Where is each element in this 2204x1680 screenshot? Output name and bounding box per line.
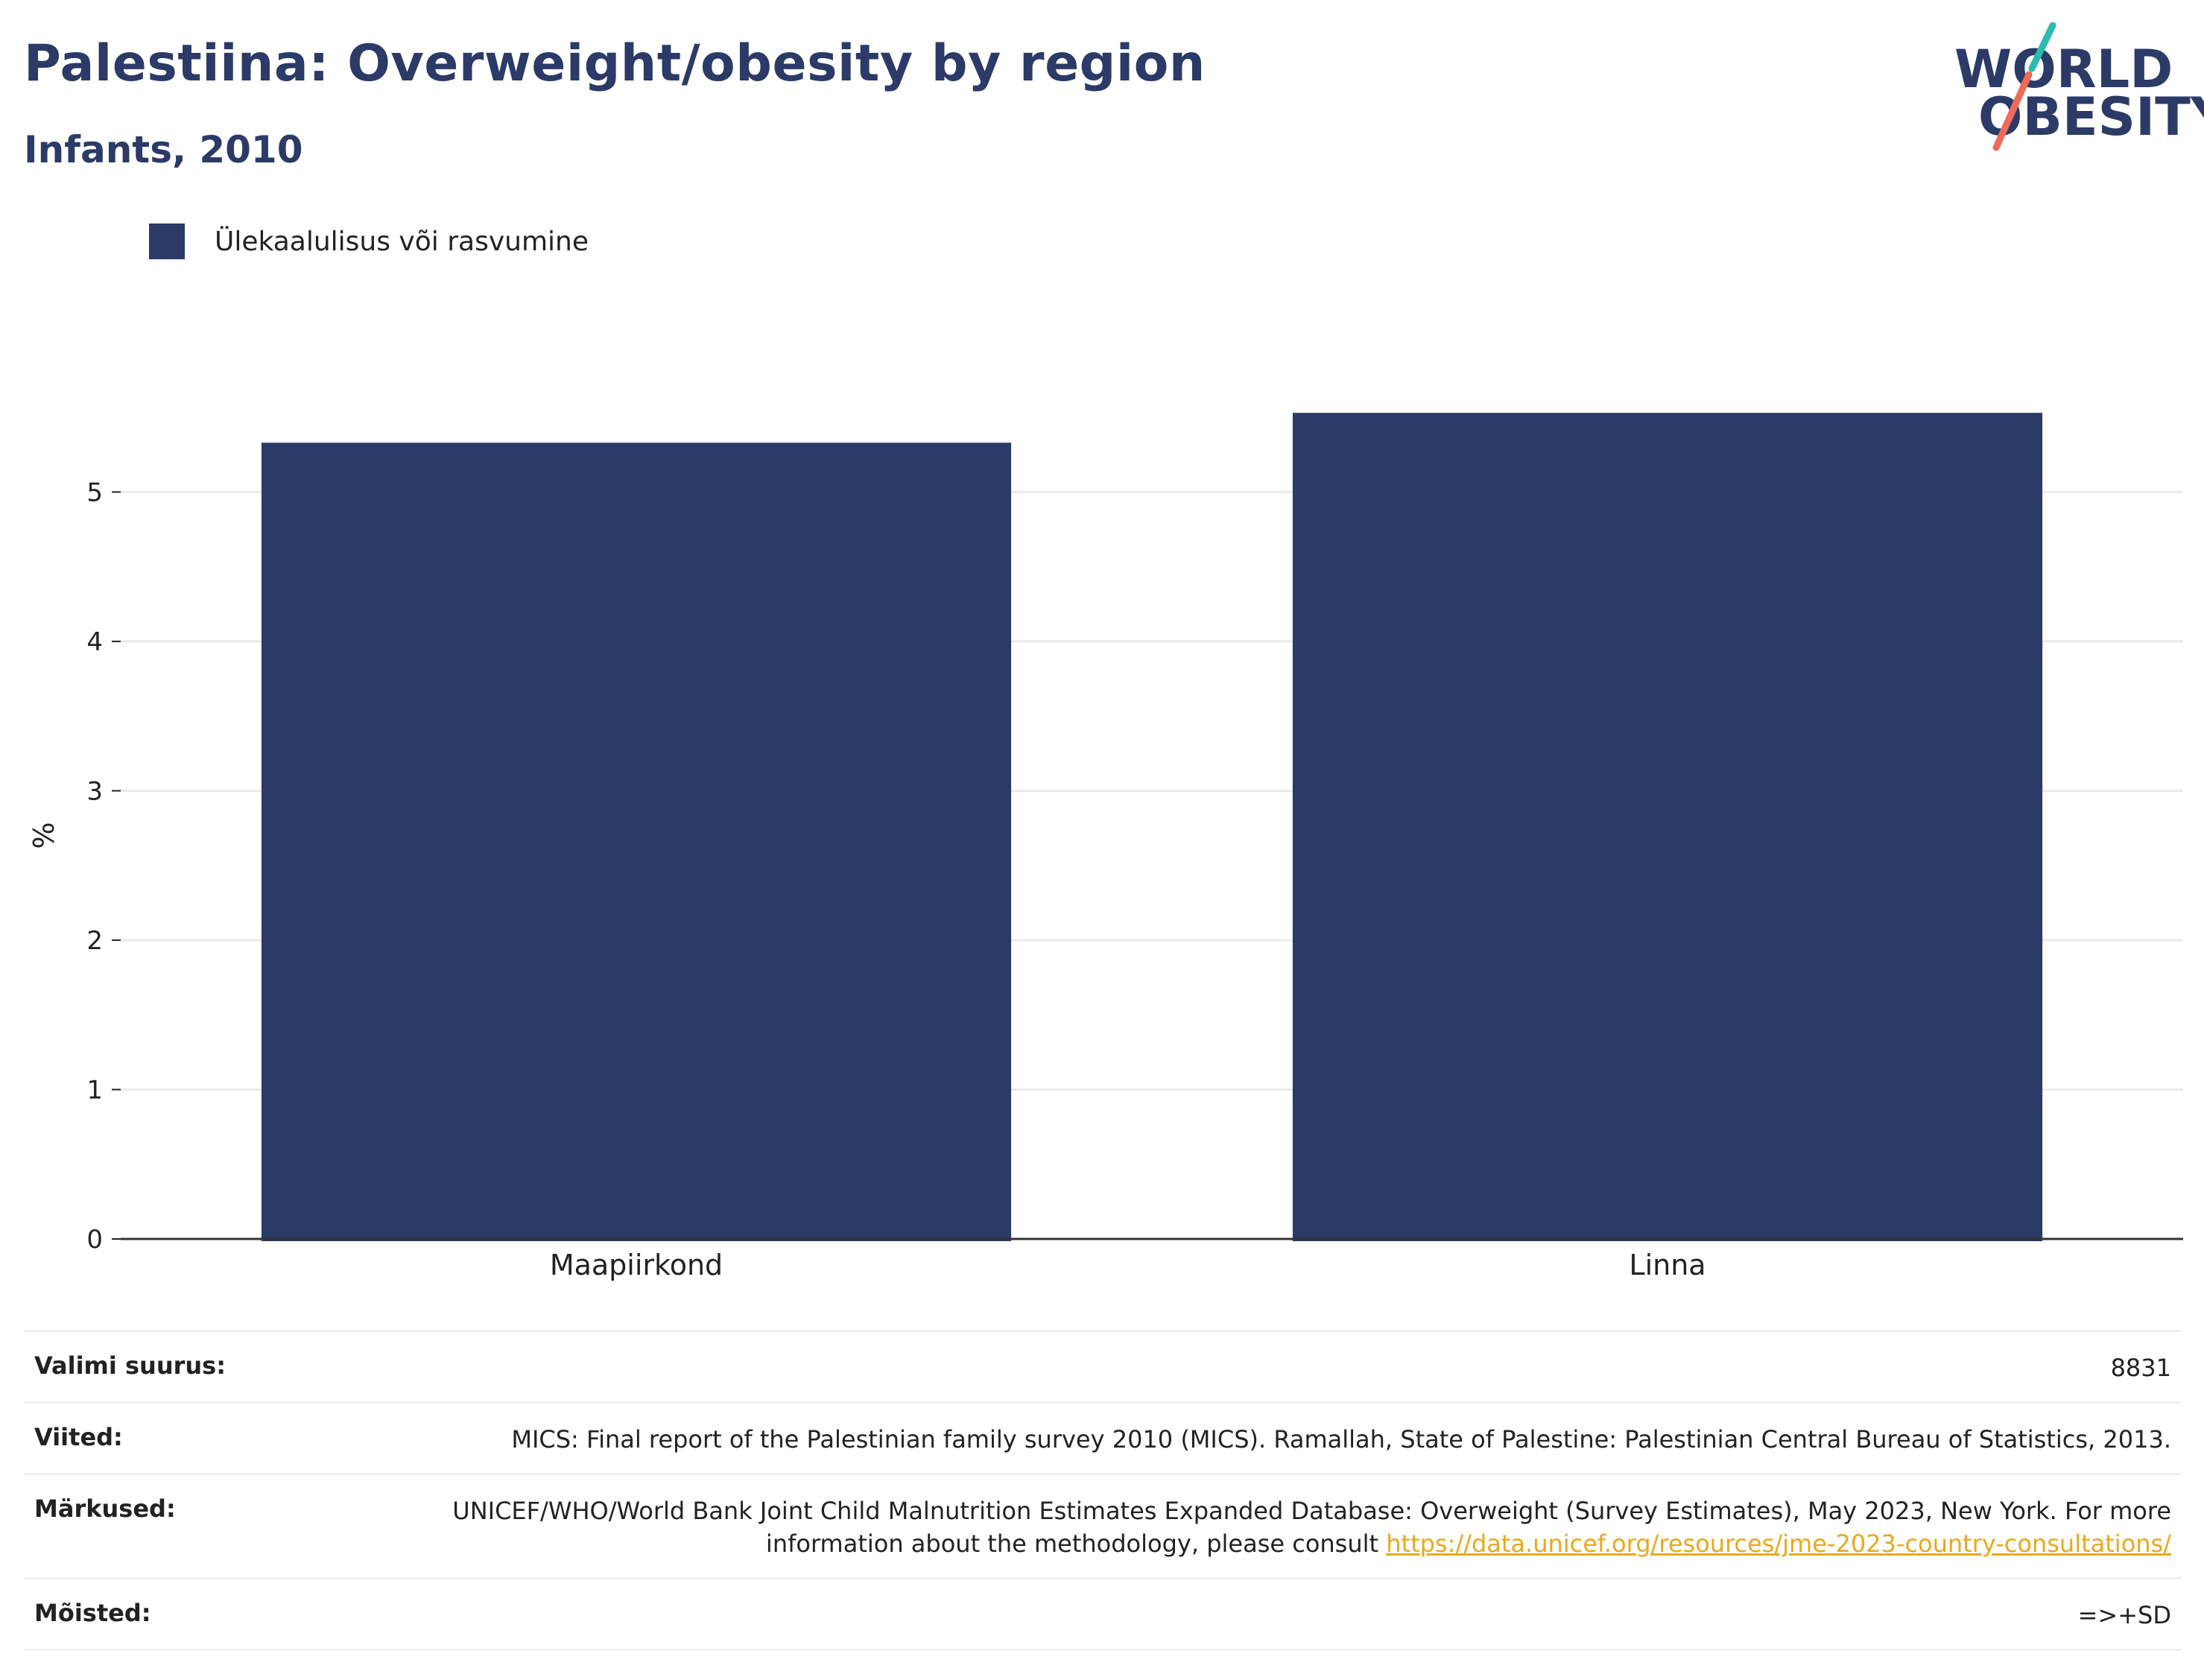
y-tick-label: 4 bbox=[86, 627, 103, 657]
info-notes-text: UNICEF/WHO/World Bank Joint Child Malnut… bbox=[452, 1496, 2171, 1559]
info-label: Märkused: bbox=[34, 1494, 176, 1523]
bar-linna bbox=[1292, 413, 2043, 1241]
logo-text-line1: WORLD bbox=[1954, 39, 2173, 100]
legend-swatch bbox=[149, 224, 185, 259]
logo-slash-icon bbox=[1992, 22, 2056, 151]
legend-label: Ülekaalulisus või rasvumine bbox=[215, 226, 589, 257]
x-tick-label: Linna bbox=[1629, 1249, 1706, 1281]
info-row-sample-size: Valimi suurus: 8831 bbox=[24, 1332, 2182, 1404]
axes: 0 1 2 3 4 5% Maapiirkond Linna bbox=[28, 478, 2183, 1281]
y-tick-label: 0 bbox=[86, 1225, 103, 1255]
methodology-link[interactable]: https://data.unicef.org/resources/jme-20… bbox=[1386, 1530, 2171, 1559]
info-row-notes: Märkused: UNICEF/WHO/World Bank Joint Ch… bbox=[24, 1475, 2182, 1580]
y-axis-label: % bbox=[28, 822, 60, 849]
chart-title: Palestiina: Overweight/obesity by region bbox=[24, 34, 1206, 93]
info-row-definitions: Mõisted: =>+SD bbox=[24, 1579, 2182, 1651]
chart-subtitle: Infants, 2010 bbox=[24, 128, 303, 171]
info-label: Viited: bbox=[34, 1422, 123, 1451]
info-value: MICS: Final report of the Palestinian fa… bbox=[511, 1424, 2171, 1454]
y-tick-label: 1 bbox=[86, 1075, 103, 1105]
info-table: Valimi suurus: 8831 Viited: MICS: Final … bbox=[24, 1330, 2182, 1651]
bar-chart: 0 1 2 3 4 5% Maapiirkond Linna bbox=[28, 413, 2183, 1281]
info-label: Mõisted: bbox=[34, 1599, 151, 1628]
world-obesity-logo: WORLD OBESITY bbox=[1948, 22, 2204, 156]
logo-slash-coral bbox=[1992, 71, 2033, 151]
legend[interactable]: Ülekaalulisus või rasvumine bbox=[149, 224, 589, 259]
bars bbox=[261, 413, 2043, 1241]
y-tick-label: 5 bbox=[86, 478, 103, 507]
info-value: =>+SD bbox=[2077, 1601, 2171, 1630]
x-tick-label: Maapiirkond bbox=[550, 1249, 723, 1281]
info-row-references: Viited: MICS: Final report of the Palest… bbox=[24, 1404, 2182, 1475]
info-value: 8831 bbox=[2110, 1354, 2171, 1382]
logo-slash-teal bbox=[2028, 22, 2056, 72]
bar-maapiirkond bbox=[261, 443, 1012, 1241]
info-label: Valimi suurus: bbox=[34, 1351, 227, 1380]
y-tick-label: 2 bbox=[86, 926, 103, 956]
info-value: UNICEF/WHO/World Bank Joint Child Malnut… bbox=[420, 1494, 2171, 1562]
y-tick-label: 3 bbox=[86, 776, 103, 806]
